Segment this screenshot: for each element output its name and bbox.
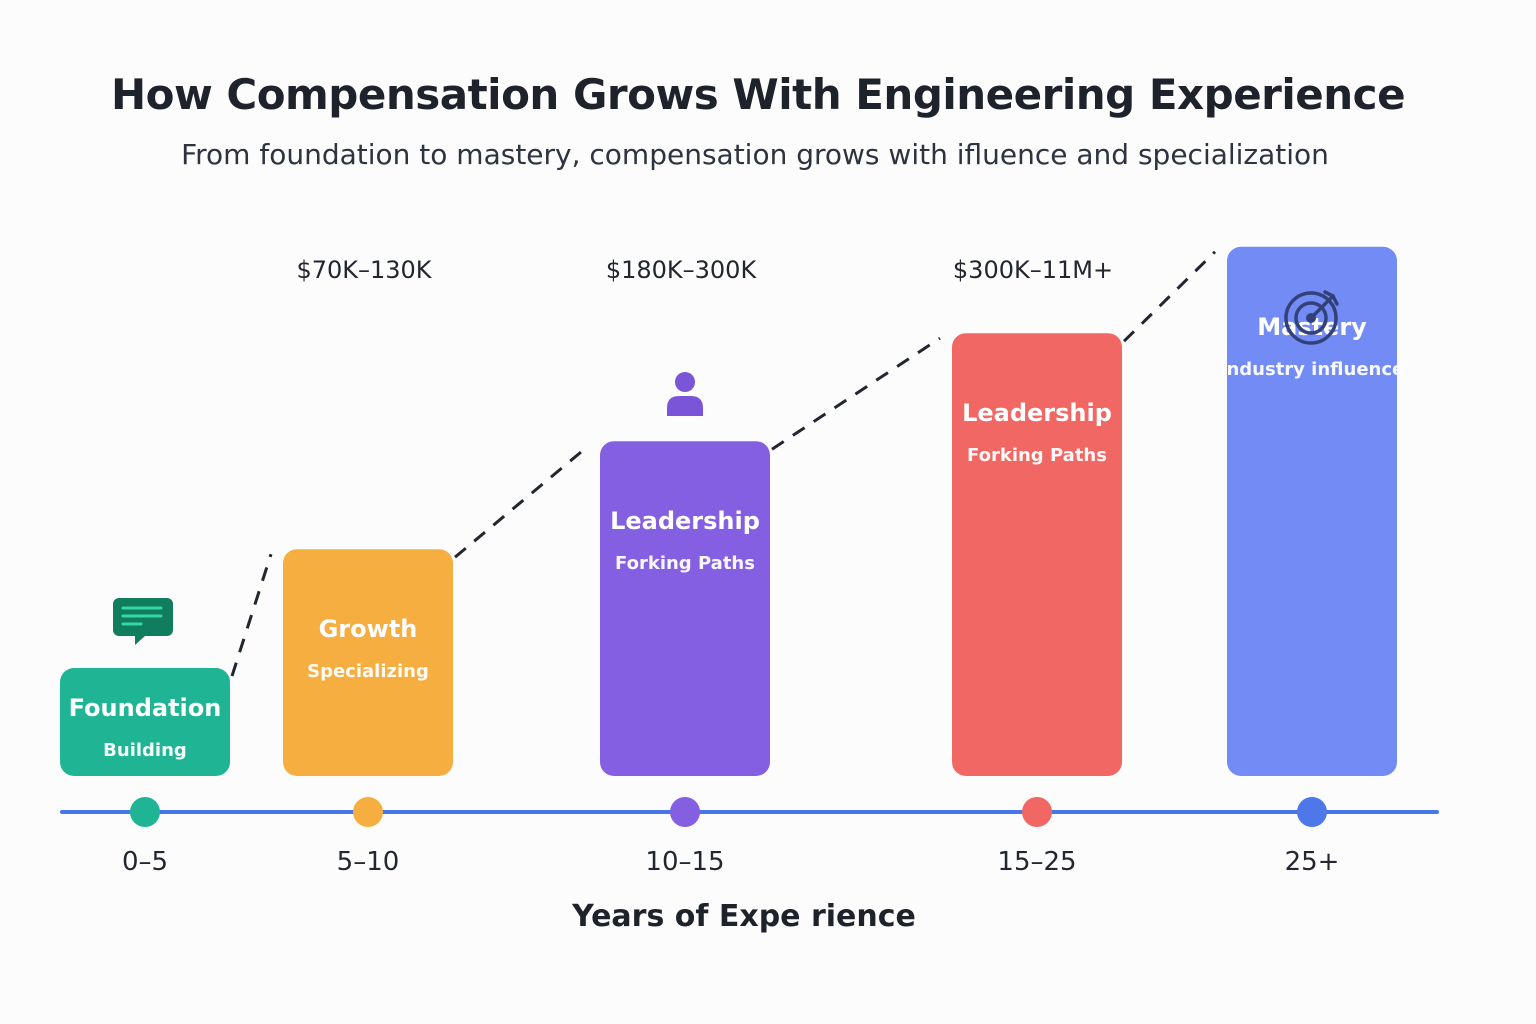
trend-segment bbox=[230, 553, 273, 677]
bar-stage-desc: Forking Paths bbox=[615, 553, 755, 574]
axis-marker-dot bbox=[1022, 797, 1052, 827]
x-tick-label: 5–10 bbox=[337, 847, 400, 877]
axis-marker-dot bbox=[1297, 797, 1327, 827]
bar bbox=[600, 441, 770, 776]
x-tick-label: 15–25 bbox=[997, 847, 1076, 877]
bar-stage-desc: Specializing bbox=[307, 661, 429, 682]
bar bbox=[1227, 246, 1397, 777]
axis-marker-dot bbox=[130, 797, 160, 827]
bar-group bbox=[283, 549, 453, 776]
bar-group bbox=[600, 441, 770, 776]
chart-title: How Compensation Grows With Engineering … bbox=[110, 70, 1406, 119]
x-tick-label: 10–15 bbox=[645, 847, 724, 877]
salary-range-label: $300K–11M+ bbox=[953, 256, 1113, 284]
chat-icon bbox=[113, 598, 173, 645]
trend-segment bbox=[1122, 250, 1217, 343]
bar-group bbox=[1227, 246, 1397, 777]
bar-group bbox=[60, 668, 230, 776]
bar-stage-label: Leadership bbox=[962, 399, 1112, 427]
bar-group bbox=[952, 333, 1122, 776]
chart-subtitle: From foundation to mastery, compensation… bbox=[181, 138, 1329, 171]
bar bbox=[952, 333, 1122, 776]
bar-stage-desc: Industry influence bbox=[1220, 359, 1404, 380]
trend-segment bbox=[454, 445, 589, 559]
trend-segment bbox=[771, 336, 941, 451]
bar bbox=[283, 549, 453, 776]
x-tick-label: 0–5 bbox=[122, 847, 168, 877]
x-axis-label: Years of Expe rience bbox=[571, 899, 916, 934]
axis-marker-dot bbox=[353, 797, 383, 827]
target-icon bbox=[1284, 290, 1339, 345]
bar-stage-desc: Building bbox=[103, 740, 187, 761]
bar-stage-label: Leadership bbox=[610, 507, 760, 535]
axis-marker-dot bbox=[670, 797, 700, 827]
salary-range-label: $180K–300K bbox=[606, 256, 758, 284]
person-icon bbox=[667, 372, 703, 416]
salary-range-label: $70K–130K bbox=[296, 256, 432, 284]
bar-stage-desc: Forking Paths bbox=[967, 445, 1107, 466]
bar-stage-label: Foundation bbox=[69, 694, 222, 722]
x-tick-label: 25+ bbox=[1285, 847, 1340, 877]
bar bbox=[60, 668, 230, 776]
bar-stage-label: Growth bbox=[319, 615, 418, 643]
